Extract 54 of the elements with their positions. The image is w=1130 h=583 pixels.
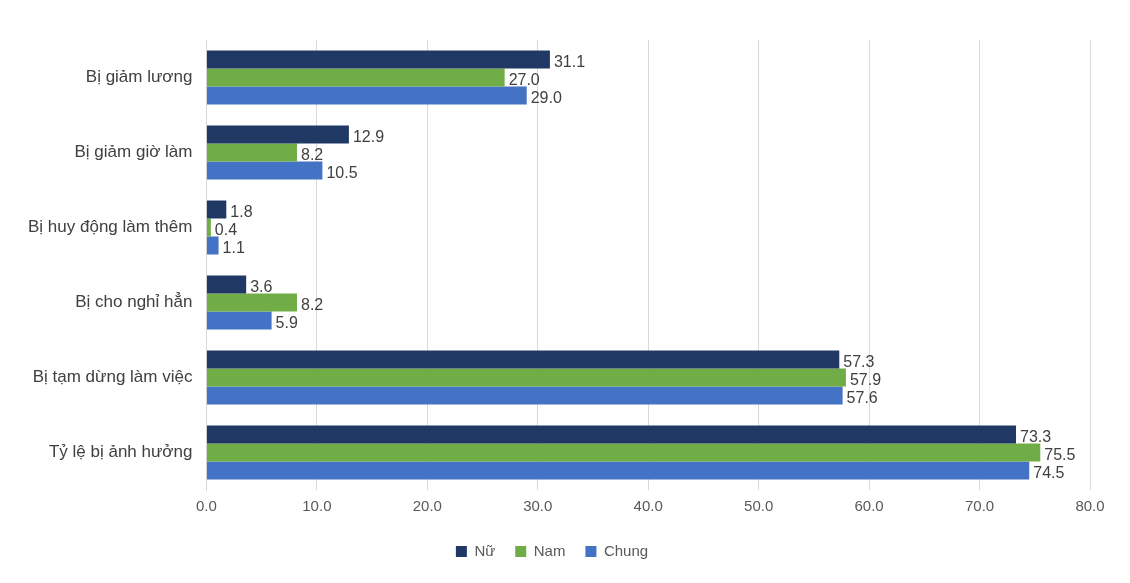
bar	[206, 218, 211, 237]
y-tick-label: Bị giảm lương	[85, 67, 193, 87]
data-label: 57.9	[849, 370, 882, 388]
bar	[206, 461, 1030, 480]
x-tick-label: 50.0	[744, 497, 774, 515]
x-tick-label: 10.0	[302, 497, 332, 515]
bar	[206, 275, 247, 294]
bar	[206, 125, 349, 144]
y-tick-label: Bị cho nghỉ hẳn	[75, 292, 193, 312]
data-label: 12.9	[352, 127, 385, 145]
x-tick-label: 70.0	[964, 497, 995, 515]
bar	[206, 200, 227, 219]
bar	[206, 50, 550, 69]
x-tick-label: 60.0	[854, 497, 884, 515]
x-tick-label: 0.0	[195, 497, 217, 515]
data-label: 73.3	[1020, 427, 1052, 445]
data-label: 57.6	[846, 388, 878, 406]
x-tick-label: 20.0	[412, 497, 442, 515]
y-tick-label: Bị tạm dừng làm việc	[32, 367, 193, 387]
bar	[206, 236, 219, 255]
legend-label: Chung	[603, 541, 649, 559]
data-label: 5.9	[275, 313, 298, 331]
x-tick-label: 80.0	[1075, 497, 1105, 515]
bar	[206, 425, 1016, 444]
data-label: 1.8	[230, 202, 253, 220]
bar	[206, 368, 846, 387]
data-label: 8.2	[300, 295, 324, 313]
bar	[206, 350, 840, 369]
bar	[206, 68, 505, 87]
data-label: 10.5	[326, 163, 358, 181]
data-label: 31.1	[553, 52, 586, 70]
data-label: 1.1	[222, 238, 245, 256]
y-tick-label: Tỷ lệ bị ảnh hưởng	[48, 442, 193, 462]
data-label: 57.3	[843, 352, 875, 370]
bar	[206, 161, 323, 180]
data-label: 75.5	[1044, 445, 1076, 463]
data-label: 0.4	[214, 220, 238, 238]
y-tick-label: Bị giảm giờ làm	[74, 142, 193, 162]
legend-label: Nam	[533, 541, 566, 559]
bar	[206, 311, 272, 330]
bar	[206, 293, 297, 312]
bar	[206, 386, 843, 405]
data-label: 74.5	[1033, 463, 1065, 481]
data-label: 27.0	[508, 70, 540, 88]
bar	[206, 86, 527, 105]
x-tick-label: 40.0	[633, 497, 663, 515]
data-label: 3.6	[250, 277, 273, 295]
data-label: 8.2	[300, 145, 324, 163]
bar	[206, 143, 297, 162]
bar	[206, 443, 1041, 462]
legend-label: Nữ	[474, 541, 496, 559]
y-tick-label: Bị huy động làm thêm	[28, 217, 193, 237]
data-label: 29.0	[530, 88, 562, 106]
x-tick-label: 30.0	[523, 497, 553, 515]
